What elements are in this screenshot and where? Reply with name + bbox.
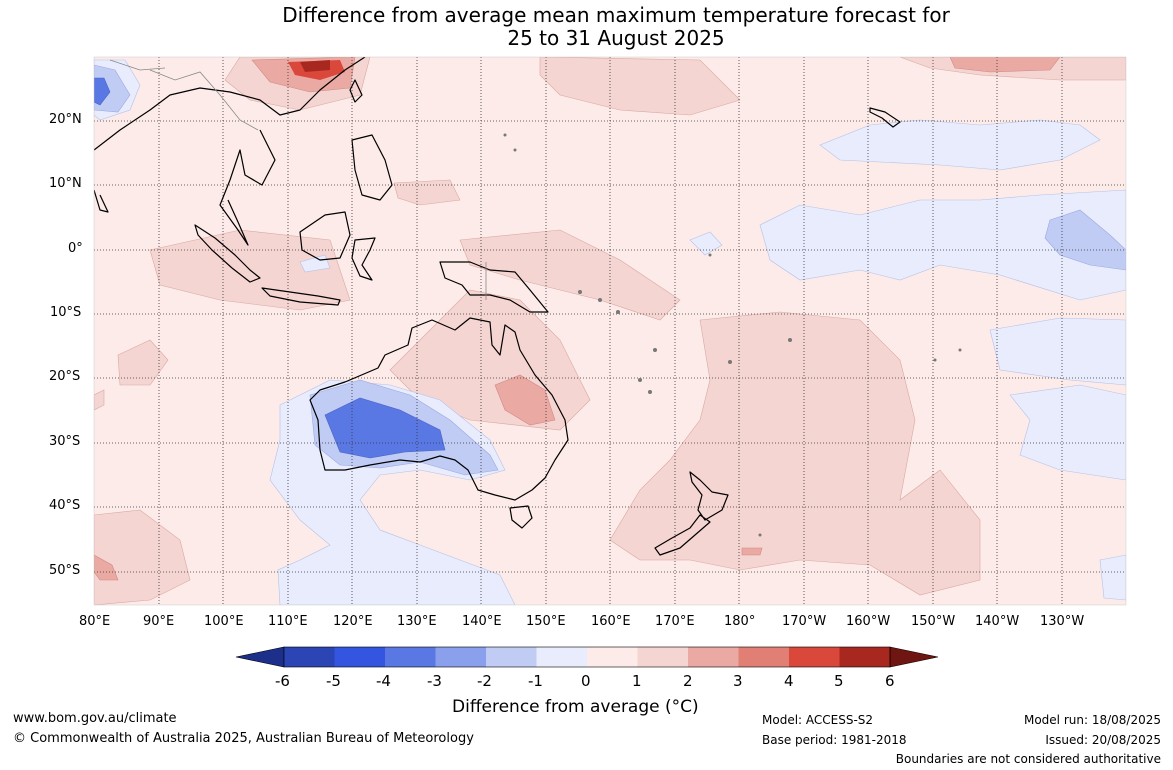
lon-label: 180° <box>724 614 756 629</box>
colorbar-cell <box>334 647 385 667</box>
pacific-islands <box>503 133 962 537</box>
colorbar-tick-label: 2 <box>683 672 693 690</box>
colorbar-cell <box>435 647 486 667</box>
lon-label: 80°E <box>79 614 111 629</box>
map-title: Difference from average mean maximum tem… <box>0 4 1173 50</box>
map-title-line1: Difference from average mean maximum tem… <box>282 3 950 27</box>
graticule <box>94 57 1126 605</box>
colorbar <box>235 646 939 668</box>
colorbar-cell <box>385 647 436 667</box>
disclaimer-text: Boundaries are not considered authoritat… <box>895 752 1161 766</box>
lon-label: 110°E <box>268 614 308 629</box>
colorbar-tick-label: -2 <box>477 672 492 690</box>
colorbar-cell <box>587 647 638 667</box>
new-zealand-south-coastline <box>654 514 711 556</box>
lat-label: 30°S <box>49 434 81 449</box>
colorbar-title: Difference from average (°C) <box>452 697 699 717</box>
colorbar-frame <box>283 646 891 668</box>
tasmania-coastline <box>509 505 533 529</box>
colorbar-cell <box>637 647 688 667</box>
lat-label: 20°S <box>49 369 81 384</box>
map-title-line2: 25 to 31 August 2025 <box>507 26 725 50</box>
colorbar-tick-label: -5 <box>326 672 341 690</box>
lon-label: 90°E <box>143 614 175 629</box>
lon-label: 160°W <box>846 614 891 629</box>
lon-label: 140°E <box>462 614 502 629</box>
lat-label: 10°N <box>49 176 82 191</box>
colorbar-min-arrow <box>235 646 285 668</box>
australia-coastline <box>309 317 569 501</box>
colorbar-tick-label: 5 <box>834 672 844 690</box>
website-link[interactable]: www.bom.gov.au/climate <box>13 711 177 726</box>
copyright-text: © Commonwealth of Australia 2025, Austra… <box>13 731 474 746</box>
base-period-text: Base period: 1981-2018 <box>762 733 907 747</box>
lon-label: 100°E <box>204 614 244 629</box>
lon-label: 150°W <box>911 614 956 629</box>
lon-label: 140°W <box>975 614 1020 629</box>
colorbar-cell <box>688 647 739 667</box>
new-zealand-north-coastline <box>689 471 729 521</box>
model-run-text: Model run: 18/08/2025 <box>1023 713 1161 727</box>
lat-label: 20°N <box>49 112 82 127</box>
colorbar-tick-label: -4 <box>376 672 391 690</box>
colorbar-cell <box>284 647 335 667</box>
hawaii-coastline <box>869 107 901 128</box>
asia-mainland-coastline <box>94 57 366 246</box>
colorbar-tick-label: 6 <box>885 672 895 690</box>
map-field <box>94 57 1126 605</box>
colorbar-cell <box>486 647 537 667</box>
taiwan-coastline <box>349 79 363 103</box>
sulawesi-coastline <box>351 237 376 281</box>
colorbar-tick-label: 0 <box>581 672 591 690</box>
issued-text: Issued: 20/08/2025 <box>1045 733 1161 747</box>
colorbar-tick-label: -6 <box>275 672 290 690</box>
lon-label: 170°E <box>655 614 695 629</box>
colorbar-max-arrow <box>889 646 939 668</box>
new-guinea-coastline <box>439 261 549 313</box>
forecast-map <box>93 56 1127 668</box>
lat-label: 0° <box>68 241 83 256</box>
lon-label: 170°W <box>782 614 827 629</box>
colorbar-cell <box>536 647 587 667</box>
philippines-coastline <box>351 134 393 201</box>
colorbar-tick-label: -3 <box>427 672 442 690</box>
colorbar-tick-label: 3 <box>733 672 743 690</box>
borneo-coastline <box>299 211 351 261</box>
lon-label: 130°W <box>1040 614 1085 629</box>
colorbar-tick-label: 4 <box>784 672 794 690</box>
sumatra-coastline <box>194 224 261 283</box>
colorbar-cell <box>738 647 789 667</box>
lat-label: 40°S <box>49 498 81 513</box>
colorbar-tick-label: 1 <box>632 672 642 690</box>
java-coastline <box>261 287 341 306</box>
lat-label: 10°S <box>50 305 82 320</box>
map-frame <box>93 56 1127 606</box>
lon-label: 160°E <box>591 614 631 629</box>
lon-label: 150°E <box>526 614 566 629</box>
model-text: Model: ACCESS-S2 <box>762 713 874 727</box>
lon-label: 130°E <box>397 614 437 629</box>
colorbar-cell <box>839 647 890 667</box>
coastlines <box>94 57 901 556</box>
lat-label: 50°S <box>49 563 81 578</box>
colorbar-cell <box>789 647 840 667</box>
colorbar-tick-label: -1 <box>528 672 543 690</box>
anomaly-minus1-regions <box>94 59 1126 605</box>
lon-label: 120°E <box>333 614 373 629</box>
anomaly-plus5-region <box>300 60 330 72</box>
country-borders <box>109 59 487 300</box>
